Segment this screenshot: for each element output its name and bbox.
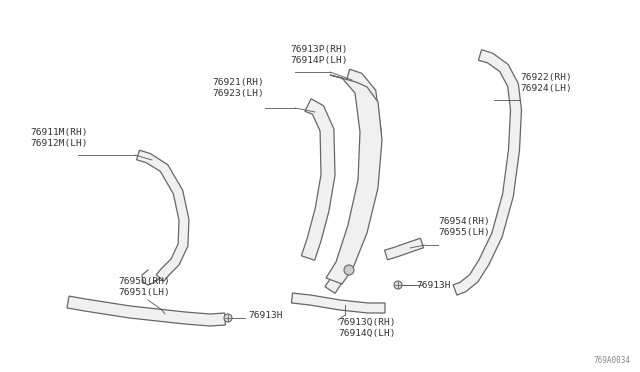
- Text: 76950(RH)
76951(LH): 76950(RH) 76951(LH): [118, 277, 170, 297]
- Polygon shape: [325, 69, 381, 294]
- Polygon shape: [385, 238, 424, 260]
- Text: 76913H: 76913H: [416, 280, 451, 289]
- Text: 76913Q(RH)
76914Q(LH): 76913Q(RH) 76914Q(LH): [338, 318, 396, 338]
- Text: 76922(RH)
76924(LH): 76922(RH) 76924(LH): [520, 73, 572, 93]
- Polygon shape: [301, 99, 335, 260]
- Polygon shape: [291, 293, 385, 313]
- Polygon shape: [326, 75, 382, 284]
- Circle shape: [224, 314, 232, 322]
- Circle shape: [394, 281, 402, 289]
- Polygon shape: [136, 150, 189, 281]
- Polygon shape: [67, 296, 225, 326]
- Circle shape: [344, 265, 354, 275]
- Text: 769A0034: 769A0034: [593, 356, 630, 365]
- Text: 76921(RH)
76923(LH): 76921(RH) 76923(LH): [212, 78, 264, 98]
- Polygon shape: [453, 50, 522, 295]
- Text: 76911M(RH)
76912M(LH): 76911M(RH) 76912M(LH): [30, 128, 88, 148]
- Text: 76913H: 76913H: [248, 311, 282, 321]
- Text: 76913P(RH)
76914P(LH): 76913P(RH) 76914P(LH): [290, 45, 348, 65]
- Text: 76954(RH)
76955(LH): 76954(RH) 76955(LH): [438, 217, 490, 237]
